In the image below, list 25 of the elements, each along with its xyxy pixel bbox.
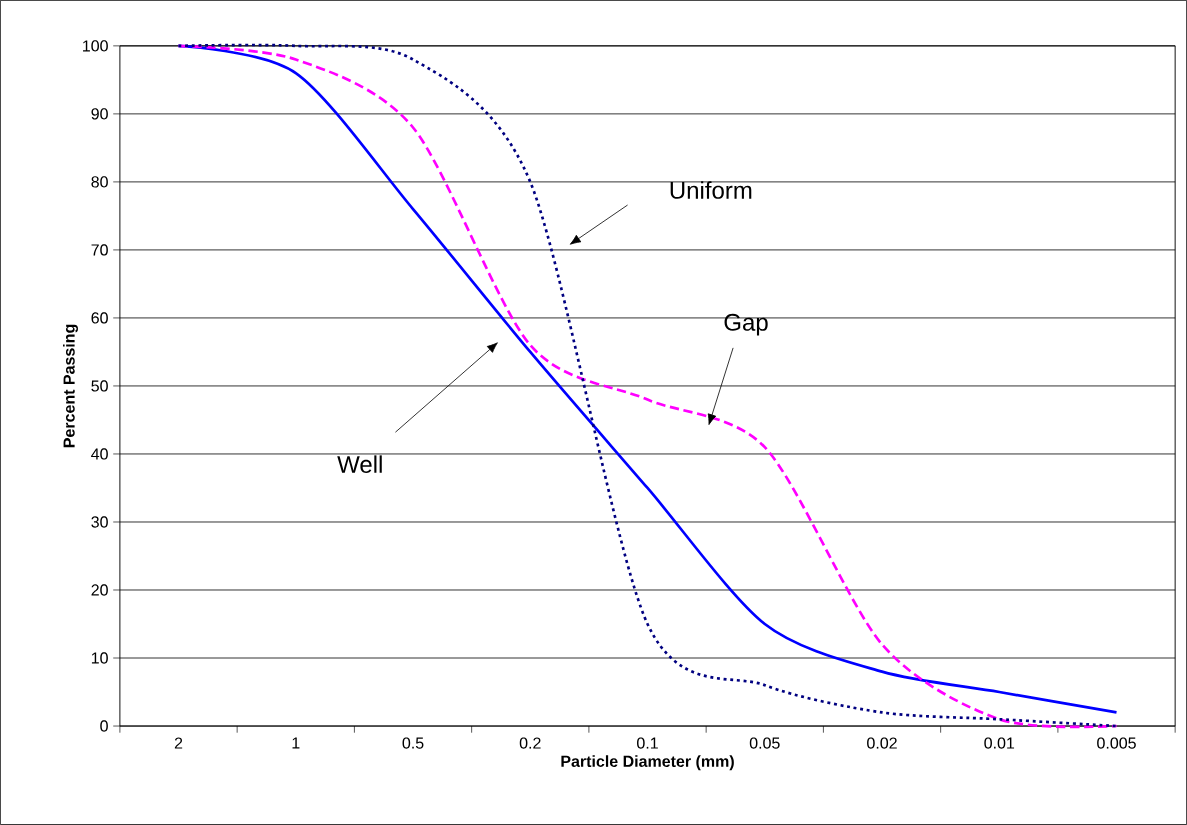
y-tick-label: 100 <box>83 40 108 52</box>
y-tick-label: 0 <box>100 720 108 732</box>
x-tick-label: 0.1 <box>637 737 658 749</box>
x-tick-label: 0.02 <box>867 737 897 749</box>
x-tick-label: 0.5 <box>402 737 424 749</box>
x-tick-label: 0.01 <box>984 737 1015 749</box>
y-tick-label: 50 <box>91 380 108 392</box>
y-tick-label: 60 <box>91 312 108 324</box>
x-tick-label: 0.05 <box>749 737 780 749</box>
annotation: Well <box>337 455 382 474</box>
y-tick-label: 30 <box>91 516 108 528</box>
y-axis-title: Percent Passing <box>63 324 78 448</box>
annotation: Uniform <box>670 181 752 199</box>
x-tick-label: 0.005 <box>1097 737 1136 749</box>
y-tick-label: 80 <box>91 176 108 188</box>
x-tick-label: 1 <box>292 737 300 749</box>
y-tick-label: 20 <box>91 584 108 596</box>
x-axis-title: Particle Diameter (mm) <box>561 755 734 771</box>
annotation: Gap <box>724 313 768 336</box>
y-tick-label: 40 <box>91 448 108 460</box>
y-tick-label: 10 <box>91 652 108 664</box>
x-tick-label: 2 <box>174 737 183 749</box>
y-tick-label: 70 <box>91 244 108 256</box>
y-tick-label: 90 <box>91 108 108 120</box>
x-tick-label: 0.2 <box>519 737 541 749</box>
